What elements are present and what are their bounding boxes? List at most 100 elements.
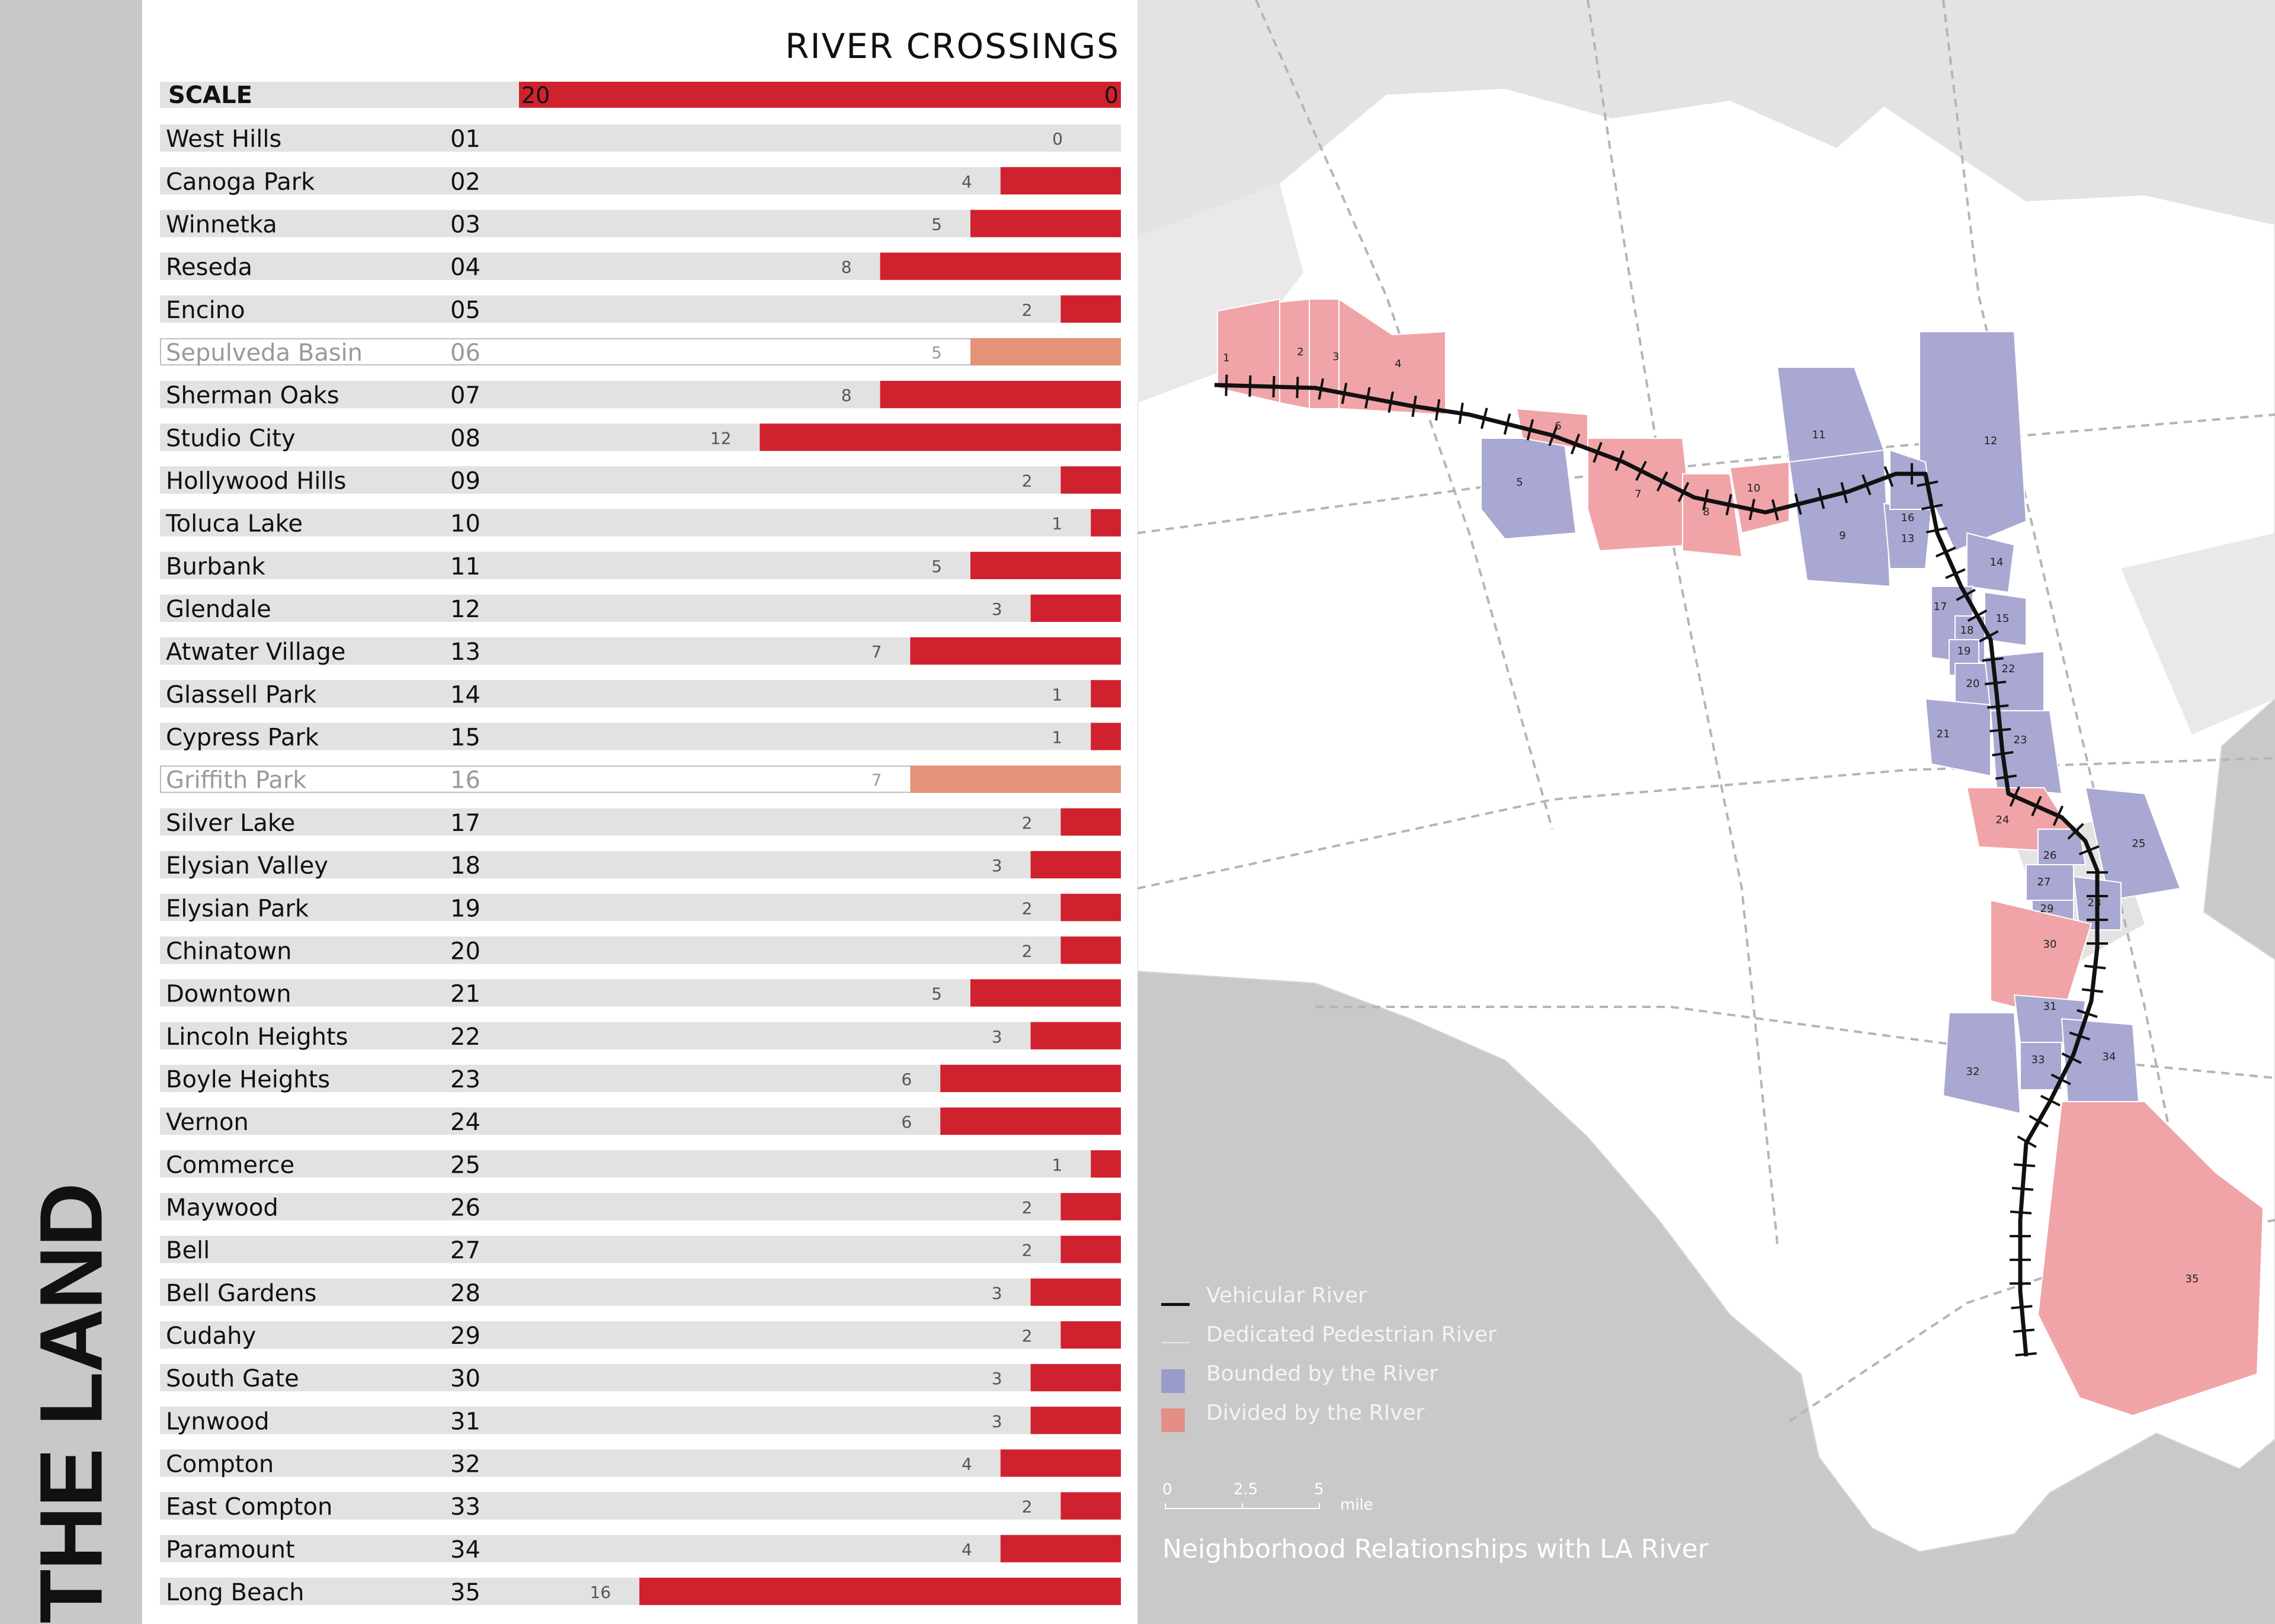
legend-item-pedestrian: Dedicated Pedestrian River: [1161, 1315, 1497, 1355]
legend-line-vehicular: [1161, 1303, 1190, 1306]
neighborhood-label: 23: [2014, 734, 2027, 746]
neighborhood-7: [1587, 438, 1696, 552]
value-label: 16: [590, 1583, 611, 1602]
bar: [1060, 936, 1121, 964]
river-crossing-tick: [1570, 434, 1581, 455]
neighborhood-label: 24: [1996, 814, 2010, 826]
value-label: 1: [1052, 685, 1062, 704]
river-crossing-tick: [1982, 657, 2004, 662]
bar: [1030, 1363, 1121, 1392]
river-crossing-tick: [1248, 375, 1252, 397]
side-title: THE LAND: [21, 1183, 121, 1624]
chart-title: RIVER CROSSINGS: [785, 26, 1120, 66]
category-id: 13: [450, 638, 480, 666]
neighborhood-32: [1942, 1012, 2021, 1115]
category-label: Paramount: [166, 1536, 295, 1564]
neighborhood-label: 14: [1990, 556, 2004, 569]
river-crossing-tick: [2069, 1031, 2090, 1041]
river-crossing-tick: [1925, 527, 1948, 534]
legend-label: Vehicular River: [1206, 1283, 1367, 1308]
row-bg: [160, 1363, 1121, 1392]
chart-panel: RIVER CROSSINGS SCALE 20 0 West Hills 01 0 Can…: [142, 0, 1138, 1624]
river-crossing-tick: [2013, 1328, 2035, 1333]
river-crossing-tick: [2014, 1163, 2036, 1167]
river-crossing-tick: [1434, 399, 1441, 421]
value-label: 12: [710, 428, 732, 448]
row-bg: [160, 466, 1121, 494]
value-label: 1: [1052, 728, 1062, 747]
bar: [940, 1107, 1121, 1135]
neighborhood-21: [1924, 698, 1991, 777]
river-crossing-tick: [1861, 474, 1872, 496]
value-label: 2: [1022, 1198, 1033, 1217]
river-crossing-tick: [1992, 751, 2014, 757]
neighborhood-11: [1776, 367, 1885, 463]
bar: [1030, 850, 1121, 879]
row-bg: [160, 1235, 1121, 1263]
bar: [1030, 594, 1121, 622]
value-label: 7: [871, 642, 882, 662]
neighborhood-label: 18: [1960, 624, 1974, 637]
value-label: 2: [1022, 813, 1033, 833]
neighborhood-35: [2037, 1101, 2264, 1417]
category-label: Glendale: [166, 596, 271, 623]
neighborhood-label: 21: [1937, 728, 1950, 740]
bar: [910, 765, 1121, 793]
category-label: Toluca Lake: [165, 511, 303, 538]
bar: [639, 1577, 1121, 1605]
value-label: 5: [931, 557, 942, 576]
category-id: 31: [450, 1408, 480, 1435]
value-label: 4: [962, 1454, 972, 1474]
row-bg: [160, 295, 1121, 323]
row-bg: [160, 1321, 1121, 1349]
freeway-line: [1138, 413, 2275, 534]
value-label: 1: [1052, 1155, 1062, 1174]
legend-label: Bounded by the River: [1206, 1362, 1438, 1386]
neighborhood-label: 28: [2088, 897, 2101, 909]
category-id: 06: [450, 339, 480, 367]
river-crossing-tick: [1967, 609, 1988, 622]
bar: [1060, 894, 1121, 922]
river-crossing-tick: [1771, 499, 1779, 521]
category-id: 09: [450, 468, 480, 495]
freeway-line: [1138, 757, 2275, 890]
category-id: 29: [450, 1323, 480, 1350]
neighborhood-label: 9: [1839, 529, 1845, 542]
category-label: Cudahy: [166, 1323, 256, 1350]
value-label: 6: [901, 1070, 912, 1089]
bar: [1060, 1193, 1121, 1221]
river-crossing-tick: [2050, 1073, 2071, 1086]
outer-region: [1138, 184, 1303, 403]
bar: [970, 210, 1121, 237]
category-label: Commerce: [166, 1151, 294, 1179]
row-bg: [160, 1278, 1121, 1306]
category-label: Bell Gardens: [166, 1280, 316, 1307]
river-crossing-tick: [2061, 1052, 2082, 1064]
bar: [1060, 808, 1121, 836]
river-crossing-tick: [2009, 786, 2020, 807]
bar: [880, 381, 1121, 409]
value-label: 3: [992, 1369, 1002, 1388]
legend-swatch-divided: [1161, 1408, 1185, 1432]
value-label: 4: [962, 1540, 972, 1559]
scale-from: 20: [521, 82, 550, 108]
category-label: Downtown: [166, 981, 291, 1008]
scale-label: SCALE: [168, 82, 252, 109]
river-crossing-tick: [1995, 774, 2017, 780]
freeway-line: [1788, 1219, 2275, 1423]
river-crossing-tick: [1677, 482, 1690, 502]
river-crossing-tick: [2011, 1186, 2034, 1191]
river-crossing-tick: [2031, 795, 2042, 817]
river-crossing-tick: [1635, 461, 1647, 481]
neighborhood-label: 34: [2103, 1051, 2116, 1063]
scale-tick-label: 2.5: [1233, 1481, 1258, 1498]
neighborhood-2: [1279, 298, 1310, 410]
row-bg: [160, 551, 1121, 579]
bar: [1030, 1022, 1121, 1049]
bar: [1091, 509, 1121, 537]
river-crossing-tick: [1917, 480, 1938, 487]
neighborhood-9: [1788, 449, 1891, 588]
value-label: 8: [841, 258, 852, 277]
scale-tick: [1165, 1503, 1166, 1509]
